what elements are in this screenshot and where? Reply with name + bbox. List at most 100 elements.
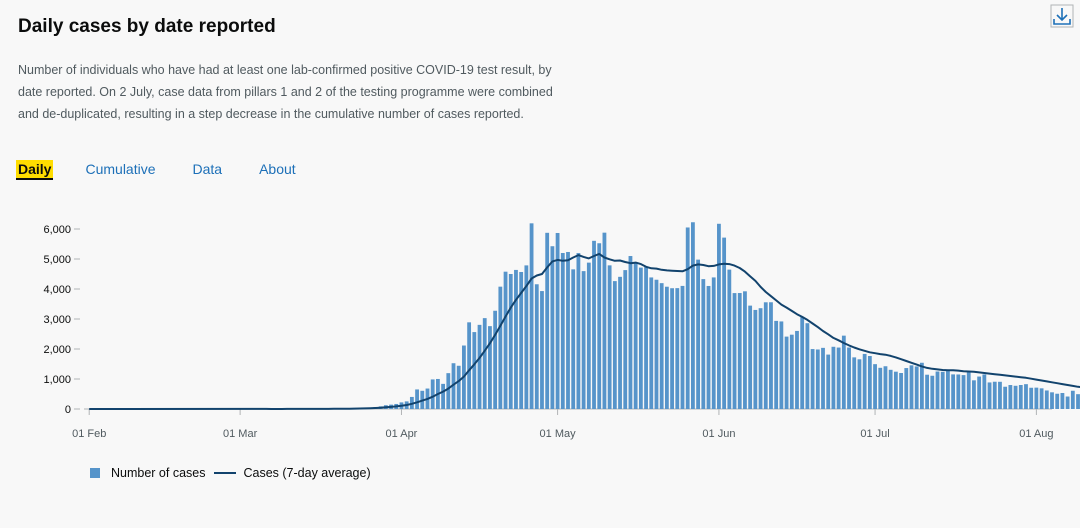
case-bar — [680, 285, 685, 409]
tab-daily[interactable]: Daily — [16, 160, 54, 178]
case-bar — [467, 322, 472, 409]
case-bar — [711, 277, 716, 409]
case-bar — [857, 359, 862, 409]
case-bar — [1055, 393, 1060, 409]
case-bar — [935, 371, 940, 409]
case-bar — [852, 357, 857, 409]
case-bar — [576, 253, 581, 409]
case-bar — [441, 383, 445, 409]
case-bar — [1008, 385, 1013, 409]
legend-line-swatch — [214, 472, 237, 474]
case-bar — [805, 323, 810, 409]
case-bar — [904, 368, 909, 409]
download-icon[interactable] — [1050, 4, 1074, 28]
case-bar — [415, 389, 419, 409]
case-bar — [1018, 385, 1023, 409]
case-bar — [1029, 387, 1034, 409]
case-bar — [1076, 394, 1080, 409]
page-title: Daily cases by date reported — [18, 16, 276, 37]
case-bar — [586, 262, 591, 409]
case-bar — [972, 380, 976, 409]
case-bar — [618, 276, 622, 409]
case-bar — [430, 379, 435, 409]
case-bar — [623, 270, 628, 409]
case-bar — [1039, 388, 1044, 409]
case-bar — [514, 269, 518, 409]
case-bar — [701, 279, 706, 409]
case-bar — [472, 332, 477, 409]
case-bar — [893, 371, 898, 409]
case-bar — [534, 284, 539, 409]
case-bar — [992, 381, 997, 409]
case-bar — [560, 253, 565, 409]
case-bar — [612, 281, 617, 409]
tab-about[interactable]: About — [259, 161, 296, 177]
case-bar — [977, 376, 982, 409]
case-bar — [529, 223, 534, 409]
case-bar — [1034, 387, 1039, 409]
x-tick-label-1: 01 Mar — [223, 428, 258, 440]
case-bar — [841, 335, 846, 409]
case-bar — [800, 317, 805, 409]
case-bar — [831, 346, 836, 409]
case-bar — [867, 356, 872, 409]
case-bar — [602, 232, 607, 409]
case-bar — [706, 285, 711, 409]
case-bar — [784, 336, 789, 409]
case-bar — [815, 349, 820, 409]
case-bar — [769, 302, 773, 409]
case-bar — [571, 269, 576, 409]
tab-cumulative[interactable]: Cumulative — [85, 161, 156, 177]
case-bar — [691, 222, 695, 409]
case-bar — [743, 291, 747, 409]
case-bar — [878, 367, 883, 409]
tab-bar: Daily Cumulative Data About — [16, 160, 331, 178]
x-tick-label-4: 01 Jun — [702, 428, 735, 440]
y-tick-label-5: 5,000 — [43, 254, 71, 266]
case-bar — [826, 354, 831, 409]
case-bar — [722, 237, 727, 409]
case-bar — [914, 366, 919, 409]
case-bar — [451, 363, 456, 409]
case-bar — [951, 374, 956, 409]
x-tick-label-3: 01 May — [540, 428, 577, 440]
case-bar — [810, 349, 815, 409]
tab-data[interactable]: Data — [192, 161, 223, 177]
case-bar — [607, 265, 612, 409]
x-tick-label-5: 01 Jul — [860, 428, 889, 440]
case-bar — [654, 279, 659, 409]
case-bar — [456, 365, 461, 409]
case-bar — [982, 374, 987, 409]
case-bar — [633, 262, 638, 409]
case-bar — [566, 251, 570, 409]
case-bar — [644, 266, 648, 409]
case-bar — [685, 227, 690, 409]
case-bar — [1050, 392, 1054, 409]
chart-legend: Number of cases Cases (7-day average) — [90, 466, 371, 480]
case-bar — [998, 381, 1002, 409]
x-tick-label-2: 01 Apr — [386, 428, 418, 440]
case-bar — [592, 240, 596, 409]
case-bar — [550, 246, 555, 409]
case-bar — [847, 347, 851, 409]
case-bar — [1060, 393, 1065, 409]
case-bar — [545, 232, 550, 409]
y-tick-label-4: 4,000 — [43, 284, 71, 296]
case-bar — [748, 305, 753, 409]
case-bar — [779, 321, 784, 409]
case-bar — [696, 259, 701, 409]
case-bar — [670, 288, 674, 409]
case-bar — [774, 320, 779, 409]
case-bar — [597, 243, 602, 409]
case-bar — [555, 232, 560, 409]
case-bar — [732, 293, 737, 409]
case-bar — [664, 286, 669, 409]
y-tick-label-0: 0 — [65, 404, 71, 416]
case-bar — [763, 302, 768, 409]
case-bar — [1003, 386, 1008, 409]
case-bar — [795, 330, 799, 409]
case-bar — [508, 274, 513, 409]
y-tick-label-6: 6,000 — [43, 224, 71, 236]
case-bar — [675, 288, 680, 409]
case-bar — [836, 347, 841, 409]
